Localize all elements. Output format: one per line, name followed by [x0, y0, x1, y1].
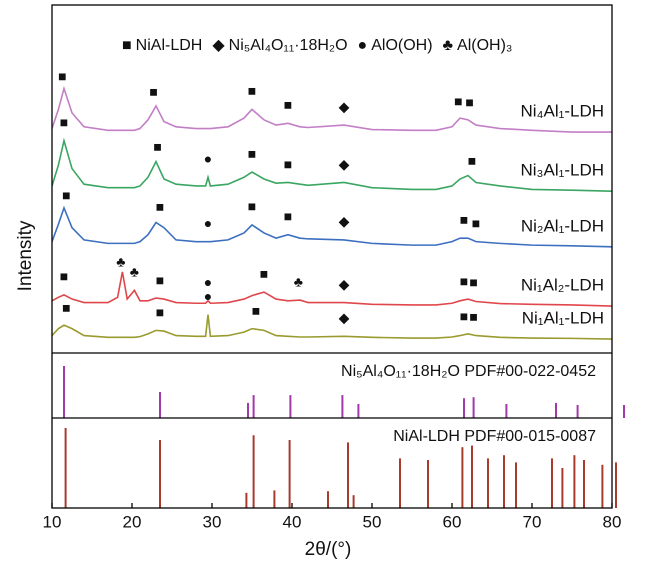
legend-label: AlO(OH) [371, 37, 432, 54]
legend-label: NiAl-LDH [136, 37, 203, 54]
x-tick-label: 20 [123, 512, 142, 531]
peak-marker: ● [204, 274, 212, 290]
series-label: Ni₂Al₁-LDH [521, 216, 604, 235]
peak-marker: ■ [156, 198, 164, 214]
peak-marker: ■ [460, 308, 468, 324]
peak-marker: ■ [260, 265, 268, 281]
peak-marker: ● [204, 288, 212, 304]
peak-marker: ■ [60, 114, 68, 130]
peak-marker: ♣ [294, 273, 303, 289]
peak-marker: ■ [248, 145, 256, 161]
x-axis-label: 2θ/(°) [305, 539, 352, 560]
legend-symbol: ◆ [212, 37, 225, 54]
legend-label: Ni₅Al₄O₁₁·18H₂O [229, 37, 348, 54]
legend-symbol: ■ [122, 37, 132, 54]
peak-marker: ■ [62, 187, 70, 203]
peak-marker: ■ [153, 138, 161, 154]
peak-marker: ♣ [116, 254, 125, 270]
x-tick-label: 40 [283, 512, 302, 531]
peak-marker: ◆ [339, 156, 350, 172]
x-tick-label: 80 [603, 512, 622, 531]
peak-marker: ■ [248, 198, 256, 214]
peak-marker: ■ [284, 97, 292, 113]
x-tick-label: 10 [43, 512, 62, 531]
peak-marker: ■ [454, 93, 462, 109]
series-label: Ni₁Al₁-LDH [522, 309, 604, 328]
peak-marker: ■ [58, 68, 66, 84]
peak-marker: ■ [469, 274, 477, 290]
peak-marker: ■ [60, 268, 68, 284]
peak-marker: ◆ [339, 98, 350, 114]
x-tick-label: 70 [523, 512, 542, 531]
reference-label: Ni₅Al₄O₁₁·18H₂O PDF#00-022-0452 [341, 363, 596, 380]
peak-marker: ■ [472, 215, 480, 231]
peak-marker: ◆ [339, 276, 350, 292]
peak-marker: ■ [156, 304, 164, 320]
xrd-pattern [52, 314, 612, 340]
series-label: Ni₃Al₁-LDH [521, 161, 605, 180]
peak-marker: ■ [465, 94, 473, 110]
legend-label: Al(OH)₃ [457, 37, 512, 54]
legend-symbol: ♣ [443, 37, 454, 54]
peak-marker: ■ [149, 83, 157, 99]
peak-marker: ■ [248, 83, 256, 99]
peak-marker: ■ [284, 208, 292, 224]
legend: ■ NiAl-LDH ◆ Ni₅Al₄O₁₁·18H₂O ● AlO(OH) ♣ Al(OH)… [122, 37, 512, 54]
series-label: Ni₄Al₁-LDH [520, 102, 604, 121]
peak-marker: ◆ [339, 213, 350, 229]
legend-symbol: ● [358, 37, 368, 54]
peak-marker: ■ [156, 272, 164, 288]
peak-marker: ■ [469, 308, 477, 324]
series-label: Ni₁Al₂-LDH [521, 276, 604, 295]
xrd-pattern [52, 85, 612, 133]
peak-marker: ● [204, 151, 212, 167]
y-axis-label: Intensity [15, 220, 36, 291]
xrd-pattern [52, 271, 612, 307]
peak-marker: ■ [62, 300, 70, 316]
xrd-pattern [52, 205, 612, 248]
peak-marker: ■ [460, 211, 468, 227]
plot-frame [51, 4, 613, 509]
peak-marker: ■ [252, 303, 260, 319]
peak-marker: ● [204, 215, 212, 231]
x-tick-label: 50 [363, 512, 382, 531]
peak-marker: ■ [460, 273, 468, 289]
x-tick-label: 60 [443, 512, 462, 531]
peak-marker: ♣ [130, 264, 139, 280]
x-tick-label: 30 [203, 512, 222, 531]
peak-marker: ◆ [339, 310, 350, 326]
xrd-pattern [52, 137, 612, 192]
peak-marker: ■ [284, 156, 292, 172]
peak-marker: ■ [468, 152, 476, 168]
reference-label: NiAl-LDH PDF#00-015-0087 [393, 428, 596, 445]
